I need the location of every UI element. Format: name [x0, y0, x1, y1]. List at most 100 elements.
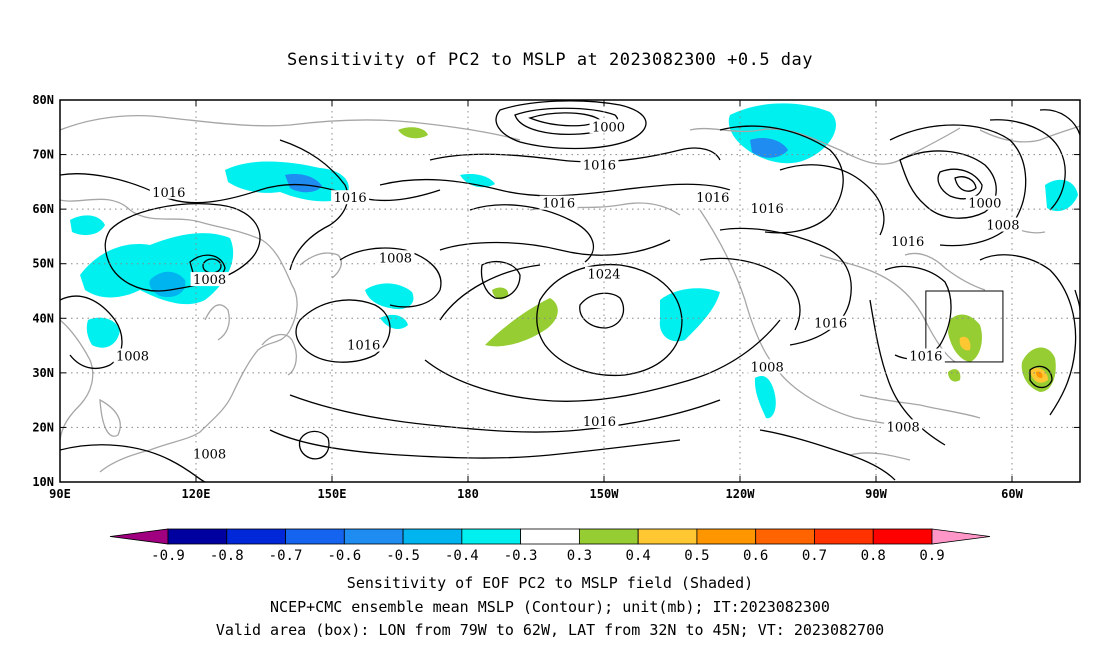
contour-label: 1016	[751, 202, 784, 217]
caption-line-1: Sensitivity of EOF PC2 to MSLP field (Sh…	[346, 574, 754, 592]
shade-positive-west-atl	[948, 369, 961, 382]
shade-positive-pacific	[485, 298, 558, 347]
valid-area-box	[925, 290, 1004, 363]
shade-negative-bering	[460, 174, 495, 188]
contour-label: 1016	[909, 349, 942, 364]
lat-tick-label: 50N	[32, 257, 54, 271]
contour-label: 1008	[751, 360, 784, 375]
contour-label: 1000	[968, 197, 1001, 212]
colorbar-label: -0.7	[269, 548, 303, 564]
contour-label: 1008	[193, 448, 226, 463]
shade-positive-atlantic-inner	[1036, 371, 1043, 378]
lon-tick-label: 180	[457, 487, 479, 501]
plot-frame	[59, 99, 1081, 483]
colorbar-extend-low	[109, 528, 169, 545]
colorbar-label: -0.6	[327, 548, 361, 564]
colorbar-cell	[343, 528, 404, 545]
lat-tick-label: 10N	[32, 475, 54, 489]
map-plot-area	[60, 100, 1080, 482]
lon-tick-label: 120W	[726, 487, 756, 501]
contour-label-bg	[884, 419, 923, 434]
contour-label: 1016	[347, 339, 380, 354]
colorbar-cell	[226, 528, 286, 545]
shade-negative-siberia-core	[285, 174, 322, 193]
contour-label: 1008	[986, 219, 1019, 234]
contour-label-bg	[190, 272, 229, 287]
shade-negative-mexico	[754, 375, 776, 419]
contour-label: 1008	[116, 349, 149, 364]
contour-label: 1016	[152, 186, 185, 201]
contour-label-bg	[888, 233, 927, 248]
contour-label-bg	[376, 250, 415, 265]
contour-label-bg	[190, 446, 229, 461]
contour-label: 1000	[592, 120, 625, 135]
contour-label-bg	[539, 195, 578, 210]
contour-label-bg	[585, 266, 623, 281]
shade-negative-canada-core	[750, 138, 788, 158]
colorbar-cell	[696, 528, 757, 545]
shade-negative-eastpac	[659, 288, 720, 342]
contour-label-bg	[965, 195, 1004, 210]
contour-label-bg	[983, 217, 1022, 232]
colorbar-label: -0.8	[210, 548, 244, 564]
lat-tick-label: 60N	[32, 202, 54, 216]
shade-negative-china	[86, 317, 120, 348]
contour-labels: 1016 1008 1016 1008 1016 1008 1008 1000 1016 1016…	[113, 119, 1022, 463]
colorbar-cell	[755, 528, 815, 545]
lon-tick-label: 90W	[865, 487, 887, 501]
caption-line-2: NCEP+CMC ensemble mean MSLP (Contour); u…	[270, 598, 830, 616]
colorbar-label: -0.4	[445, 548, 479, 564]
colorbar-label: 0.8	[861, 548, 886, 564]
shade-negative-pacific2	[380, 314, 408, 330]
contour-label: 1016	[542, 197, 575, 212]
colorbar-cell	[285, 528, 345, 545]
contour-label-bg	[580, 413, 619, 428]
colorbar-label: 0.6	[743, 548, 768, 564]
colorbar-cell	[578, 528, 639, 545]
shade-negative-asia	[80, 233, 234, 305]
contour-label-bg	[580, 157, 619, 172]
colorbar: -0.9 -0.8 -0.7 -0.6 -0.5 -0.4 -0.3 0.3 0.4 0.5 0.6…	[109, 528, 991, 564]
contour-label: 1016	[583, 158, 616, 173]
lat-tick-label: 70N	[32, 148, 54, 162]
colorbar-cell	[637, 528, 698, 545]
colorbar-extend-high	[931, 528, 991, 545]
shade-negative-greenland	[1045, 179, 1078, 212]
contour-label: 1016	[814, 317, 847, 332]
lat-tick-label: 20N	[32, 420, 54, 434]
lon-tick-label: 150W	[590, 487, 620, 501]
colorbar-label: 0.4	[626, 548, 651, 564]
colorbar-cell	[402, 528, 463, 545]
colorbar-label: -0.5	[386, 548, 420, 564]
contour-label-bg	[331, 190, 370, 205]
caption-line-3: Valid area (box): LON from 79W to 62W, L…	[215, 621, 885, 639]
map-axes: 10N 20N 30N 40N 50N 60N 70N 80N 90E 120E 150E 180 15…	[32, 93, 1080, 501]
contour-label-bg	[748, 359, 787, 374]
shade-positive-box-core	[959, 336, 971, 351]
contour-label-bg	[811, 315, 850, 330]
lat-tick-label: 80N	[32, 93, 54, 107]
contour-label-bg	[906, 348, 945, 363]
coastlines	[60, 114, 1080, 473]
colorbar-cell	[520, 528, 580, 545]
contour-label-bg	[344, 337, 383, 352]
lon-tick-label: 150E	[318, 487, 347, 501]
lon-tick-label: 60W	[1001, 487, 1023, 501]
colorbar-label: 0.3	[567, 548, 592, 564]
contour-label: 1016	[696, 191, 729, 206]
contour-label: 1016	[891, 235, 924, 250]
contour-label-bg	[748, 201, 787, 216]
colorbar-cell	[814, 528, 874, 545]
contour-label: 1008	[193, 273, 226, 288]
colorbar-label: 0.9	[919, 548, 944, 564]
shade-positive-arctic	[398, 127, 428, 139]
lon-tick-label: 120E	[182, 487, 211, 501]
shade-positive-dateline	[492, 287, 509, 300]
colorbar-cell	[167, 528, 228, 545]
colorbar-label: 0.5	[684, 548, 709, 564]
colorbar-cell	[461, 528, 522, 545]
colorbar-label: -0.3	[504, 548, 538, 564]
colorbar-label: 0.7	[802, 548, 827, 564]
contour-label: 1024	[587, 268, 620, 283]
